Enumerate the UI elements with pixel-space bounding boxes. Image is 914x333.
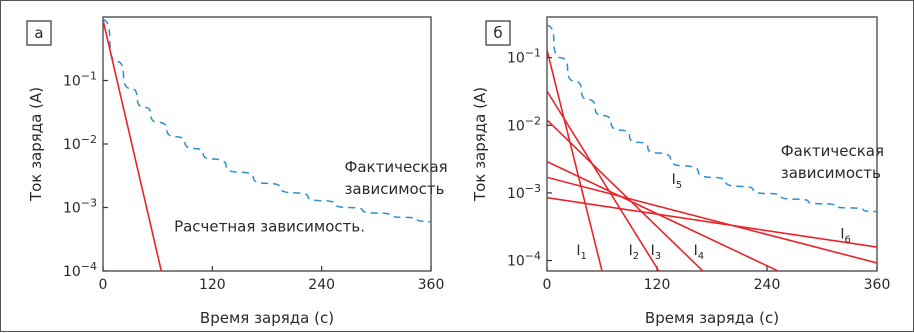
curve-label: I5 [672,172,683,191]
series-line-i4 [547,160,779,271]
panel-label: б [493,24,502,42]
series-line-i3 [547,119,704,271]
x-tick-label: 240 [754,277,781,293]
annotation-text: Фактическая зависимость [781,142,884,182]
x-axis-title: Время заряда (с) [200,309,334,327]
x-tick-label: 0 [99,277,108,293]
panel-label-box [26,20,52,46]
series-group [103,19,431,271]
annotation-text: Расчетная зависимость. [174,217,365,235]
x-tick-label: 120 [644,277,671,293]
series-line-- [103,19,431,223]
curve-label: I4 [694,243,705,262]
chart-panel-1: 0 120 240 360 10−4 10−3 10−2 10−1 Время заряда (… [26,16,448,327]
panel-label-box [485,20,511,46]
y-tick-label: 10−4 [507,250,541,270]
y-tick-label: 10−2 [63,133,97,153]
series-line-- [547,24,877,213]
y-tick-label: 10−1 [507,47,541,67]
x-tick-label: 360 [864,277,891,293]
y-tick-label: 10−1 [63,70,97,90]
series-line-i2 [547,90,660,271]
curve-label: I3 [651,243,662,262]
y-tick-label: 10−2 [507,114,541,134]
y-tick-label: 10−3 [507,182,541,202]
x-tick-label: 120 [199,277,226,293]
curve-label: I2 [629,243,640,262]
series-line-- [103,19,163,271]
x-tick-label: 360 [418,277,445,293]
y-axis-title: Ток заряда (А) [471,87,489,202]
panel-label: а [34,24,43,42]
y-tick-label: 10−3 [63,197,97,217]
x-axis-title: Время заряда (с) [645,309,779,327]
series-group [547,24,877,271]
curve-label: I1 [576,243,587,262]
plot-frame [546,16,878,272]
x-tick-label: 240 [308,277,335,293]
chart-panel-2: 0 120 240 360 10−4 10−3 10−2 10−1 Время заряда (… [471,16,891,327]
y-tick-label: 10−4 [63,260,97,280]
y-axis-title: Ток заряда (А) [27,87,45,202]
annotation-text: Фактическая зависимость [344,158,447,198]
x-tick-label: 0 [543,277,552,293]
curve-label: I6 [840,227,851,246]
series-line-i1 [547,49,603,271]
series-line-i5 [547,176,877,264]
series-line-i6 [547,196,877,248]
